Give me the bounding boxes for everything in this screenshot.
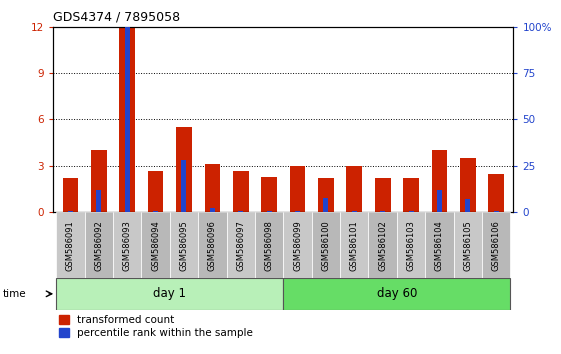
Bar — [431, 150, 447, 212]
Bar — [210, 208, 215, 212]
Bar — [181, 160, 186, 212]
Bar — [369, 212, 397, 278]
Bar — [323, 198, 328, 212]
Bar — [460, 158, 476, 212]
Bar — [425, 212, 454, 278]
Bar — [148, 171, 163, 212]
Text: GSM586106: GSM586106 — [492, 220, 501, 270]
Bar — [153, 211, 158, 212]
Bar — [454, 212, 482, 278]
Text: GSM586095: GSM586095 — [180, 220, 188, 270]
Bar — [347, 166, 362, 212]
Bar — [56, 212, 85, 278]
Bar — [205, 164, 220, 212]
Text: GDS4374 / 7895058: GDS4374 / 7895058 — [53, 11, 181, 24]
Bar — [68, 211, 73, 212]
Text: GSM586093: GSM586093 — [123, 220, 132, 270]
Text: GSM586099: GSM586099 — [293, 220, 302, 270]
Bar — [56, 278, 283, 310]
Legend: transformed count, percentile rank within the sample: transformed count, percentile rank withi… — [58, 315, 253, 338]
Text: GSM586100: GSM586100 — [321, 220, 330, 270]
Bar — [141, 212, 170, 278]
Text: GSM586091: GSM586091 — [66, 220, 75, 270]
Bar — [375, 178, 390, 212]
Bar — [283, 212, 312, 278]
Bar — [113, 212, 141, 278]
Bar — [125, 27, 130, 212]
Bar — [494, 211, 499, 212]
Text: GSM586103: GSM586103 — [407, 220, 416, 270]
Bar — [283, 278, 511, 310]
Bar — [437, 190, 442, 212]
Bar — [198, 212, 227, 278]
Bar — [318, 178, 334, 212]
Bar — [170, 212, 198, 278]
Bar — [403, 178, 419, 212]
Bar — [266, 211, 272, 212]
Bar — [261, 177, 277, 212]
Text: GSM586098: GSM586098 — [265, 220, 274, 270]
Bar — [96, 190, 102, 212]
Bar — [289, 166, 305, 212]
Text: GSM586104: GSM586104 — [435, 220, 444, 270]
Text: GSM586097: GSM586097 — [236, 220, 245, 270]
Bar — [233, 171, 249, 212]
Text: GSM586105: GSM586105 — [463, 220, 472, 270]
Bar — [119, 27, 135, 212]
Bar — [380, 211, 385, 212]
Text: day 60: day 60 — [376, 287, 417, 300]
Bar — [408, 211, 413, 212]
Bar — [312, 212, 340, 278]
Bar — [340, 212, 369, 278]
Text: GSM586094: GSM586094 — [151, 220, 160, 270]
Text: GSM586101: GSM586101 — [350, 220, 359, 270]
Bar — [352, 211, 357, 212]
Bar — [397, 212, 425, 278]
Bar — [489, 174, 504, 212]
Bar — [91, 150, 107, 212]
Text: GSM586102: GSM586102 — [378, 220, 387, 270]
Bar — [85, 212, 113, 278]
Text: time: time — [3, 289, 26, 299]
Bar — [238, 211, 243, 212]
Bar — [227, 212, 255, 278]
Bar — [482, 212, 511, 278]
Bar — [295, 211, 300, 212]
Bar — [465, 199, 471, 212]
Text: day 1: day 1 — [153, 287, 186, 300]
Bar — [62, 178, 78, 212]
Bar — [176, 127, 192, 212]
Text: GSM586096: GSM586096 — [208, 220, 217, 270]
Text: GSM586092: GSM586092 — [94, 220, 103, 270]
Bar — [255, 212, 283, 278]
